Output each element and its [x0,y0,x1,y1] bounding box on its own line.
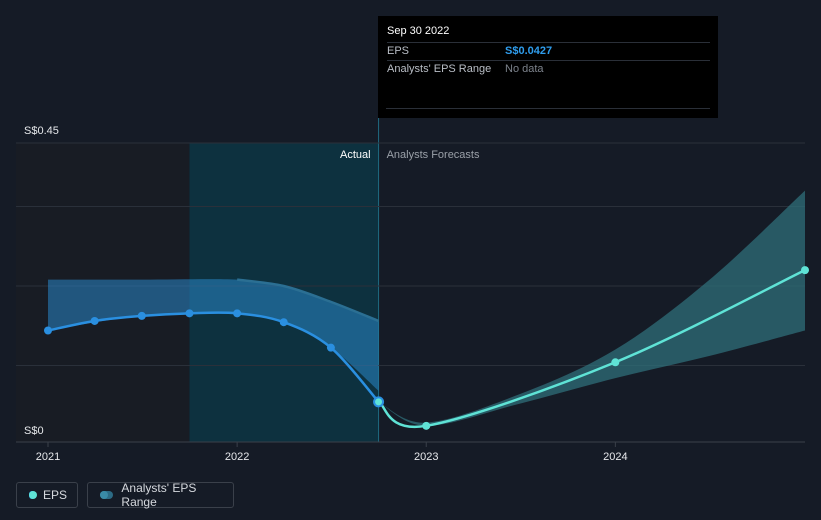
eps-point-actual-2 [137,311,146,320]
tooltip-range-value: No data [505,63,544,75]
y-tick-label-max: S$0.45 [24,125,59,137]
eps-point-actual-4 [233,309,242,318]
legend-eps-label: EPS [42,488,67,502]
eps-legend-icon [29,491,37,499]
forecast-region-label: Analysts Forecasts [387,149,480,161]
tooltip-eps-value: S$0.0427 [505,45,553,57]
eps-point-actual-0 [44,326,52,335]
range-band-forecast [378,190,805,426]
x-tick-label-2023: 2023 [414,451,438,463]
tooltip-range-label: Analysts' EPS Range [387,63,492,75]
legend-range[interactable]: Analysts' EPS Range [87,481,234,509]
x-tick-label-2022: 2022 [225,451,249,463]
x-tick-label-2024: 2024 [603,451,627,463]
eps-point-actual-5 [279,318,288,327]
tooltip: Sep 30 2022 EPS S$0.0427 Analysts' EPS R… [378,16,718,118]
tooltip-range-row: Analysts' EPS Range No data [387,61,710,78]
x-tick-label-2021: 2021 [36,451,60,463]
legend-range-label: Analysts' EPS Range [121,481,197,509]
range-upper-edge-past [236,278,380,323]
eps-point-forecast-3 [801,266,809,275]
eps-point-forecast-1 [422,421,431,430]
tooltip-divider [386,108,710,109]
actual-region-label: Actual [340,149,371,161]
tooltip-date: Sep 30 2022 [387,24,710,43]
eps-point-forecast-2 [611,358,620,367]
y-tick-label-min: S$0 [24,425,44,437]
eps-point-actual-1 [90,316,99,325]
eps-point-actual-3 [185,309,194,318]
range-legend-icon [100,491,114,499]
eps-point-actual-6 [326,343,335,352]
tooltip-eps-label: EPS [387,45,410,57]
tooltip-eps-row: EPS S$0.0427 [387,43,710,61]
eps-line-forecast [377,268,806,429]
range-band-past [48,279,379,391]
eps-point-actual-7 [373,396,385,408]
legend-eps[interactable]: EPS [16,482,78,508]
